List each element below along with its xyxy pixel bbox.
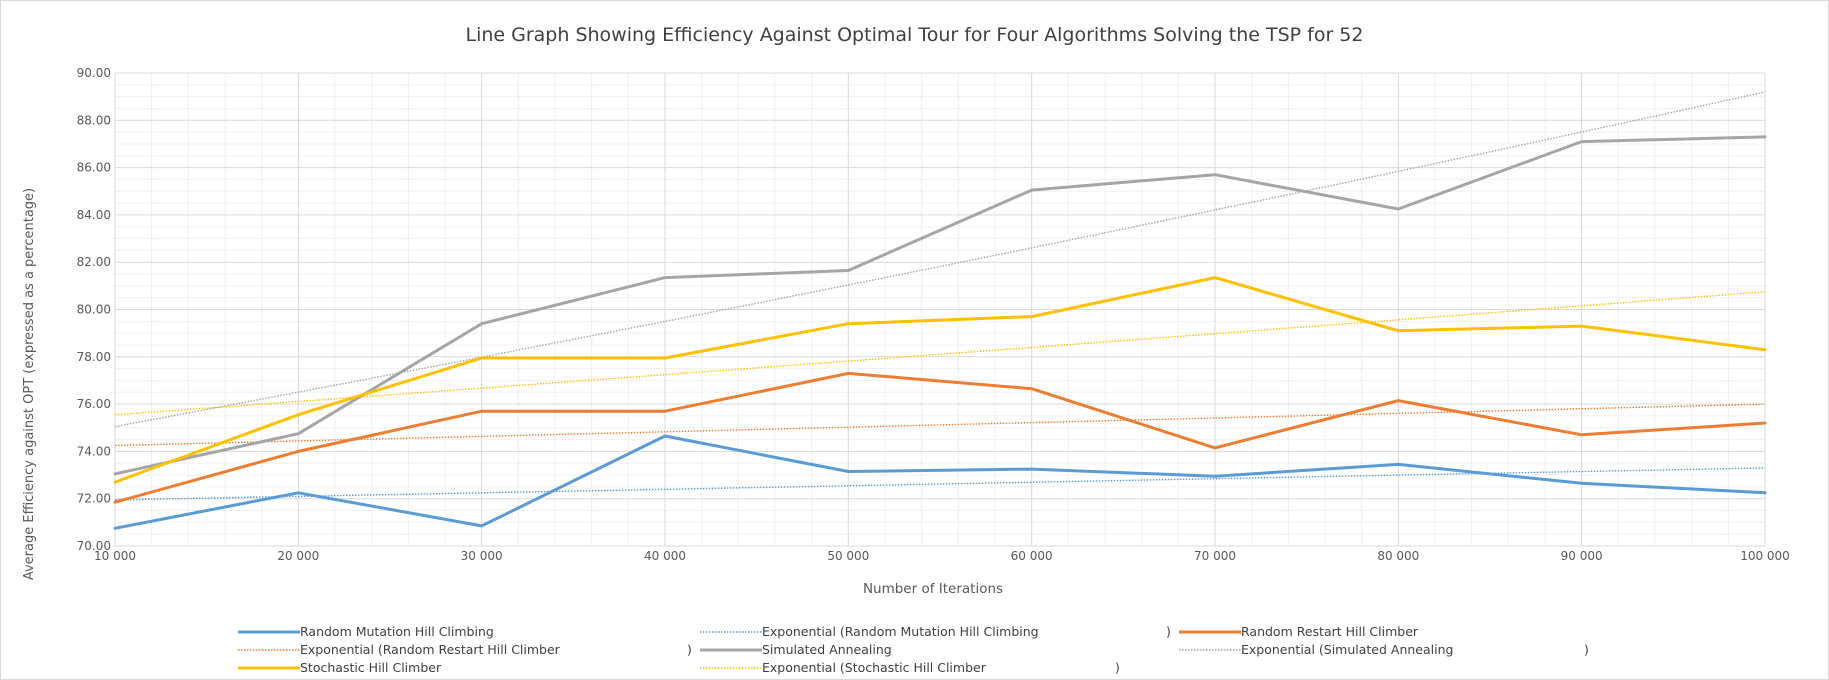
legend-swatch [1179,645,1241,655]
chart-legend: Random Mutation Hill Climbing Exponential… [238,624,1638,680]
legend-item-series-2: Simulated Annealing [700,642,892,657]
legend-item-trend-1: Exponential (Random Restart Hill Climber [238,642,560,657]
x-tick-label: 90 000 [1561,549,1603,563]
x-tick-label: 70 000 [1194,549,1236,563]
legend-swatch [238,663,300,673]
legend-item-trend-0: Exponential (Random Mutation Hill Climbi… [700,624,1039,639]
legend-label: Random Restart Hill Climber [1241,624,1419,639]
series-lines [113,135,1767,530]
trendline-0 [114,467,1766,501]
y-tick-label: 88.00 [77,113,111,127]
y-tick-label: 72.00 [77,492,111,506]
major-gridlines [114,72,1766,547]
legend-swatch [700,645,762,655]
legend-label: Random Mutation Hill Climbing [300,624,494,639]
x-tick-label: 40 000 [644,549,686,563]
legend-item-series-0: Random Mutation Hill Climbing [238,624,494,639]
legend-label: Exponential (Simulated Annealing [1241,642,1454,657]
x-tick-label: 20 000 [277,549,319,563]
y-axis-title: Average Efficiency against OPT (expresse… [22,188,37,580]
series-line-1 [113,371,1767,504]
axes: 70.00 72.00 74.00 76.00 78.00 80.00 82.00 84.00… [77,66,1790,563]
x-tick-label: 10 000 [94,549,136,563]
legend-label: Simulated Annealing [762,642,892,657]
x-axis-title: Number of Iterations [863,581,1003,597]
series-line-2 [113,135,1767,476]
legend-swatch [700,627,762,637]
x-tick-label: 60 000 [1011,549,1053,563]
chart-title: Line Graph Showing Efficiency Against Op… [465,24,1364,46]
legend-label-suffix: ) [687,642,692,657]
legend-label: Stochastic Hill Climber [300,660,442,675]
series-line-0 [113,434,1767,530]
y-tick-label: 80.00 [77,303,111,317]
series-line-3 [113,276,1767,484]
legend-label-suffix: ) [1166,624,1171,639]
y-tick-label: 78.00 [77,350,111,364]
legend-item-trend-3: Exponential (Stochastic Hill Climber [700,660,986,675]
x-tick-label: 100 000 [1740,549,1790,563]
x-tick-label: 50 000 [827,549,869,563]
legend-swatch [1179,627,1241,637]
trendline-2 [114,91,1766,428]
legend-item-trend-2: Exponential (Simulated Annealing [1179,642,1453,657]
x-tick-label: 80 000 [1377,549,1419,563]
x-tick-label: 30 000 [461,549,503,563]
legend-label: Exponential (Random Mutation Hill Climbi… [762,624,1039,639]
y-tick-label: 84.00 [77,208,111,222]
legend-swatch [238,645,300,655]
legend-item-series-1: Random Restart Hill Climber [1179,624,1418,639]
legend-label: Exponential (Random Restart Hill Climber [300,642,560,657]
y-tick-label: 76.00 [77,397,111,411]
legend-swatch [238,627,300,637]
legend-item-series-3: Stochastic Hill Climber [238,660,441,675]
y-tick-label: 90.00 [77,66,111,80]
legend-label-suffix: ) [1584,642,1589,657]
legend-label-suffix: ) [1115,660,1120,675]
y-tick-label: 74.00 [77,444,111,458]
y-tick-label: 70.00 [77,539,111,553]
trendline-1 [114,403,1766,447]
legend-label: Exponential (Stochastic Hill Climber [762,660,986,675]
y-tick-label: 82.00 [77,255,111,269]
y-tick-label: 86.00 [77,161,111,175]
legend-swatch [700,663,762,673]
